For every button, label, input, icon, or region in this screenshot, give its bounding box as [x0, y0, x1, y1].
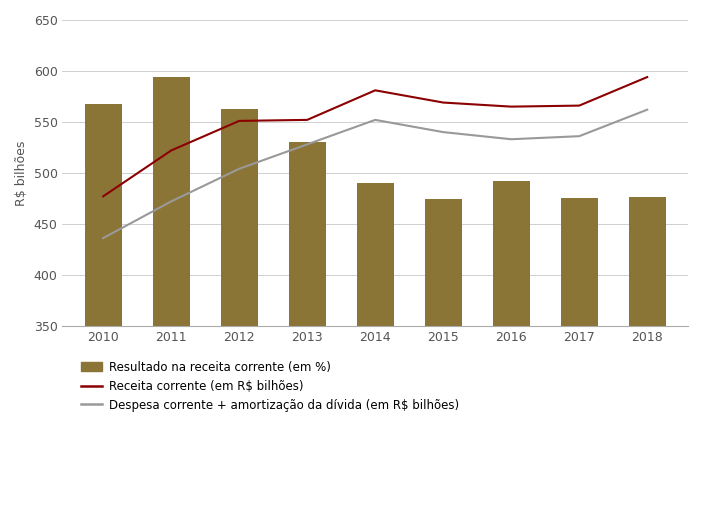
Bar	[288, 143, 326, 326]
Text: 5,7%: 5,7%	[506, 185, 516, 213]
Bar	[221, 108, 258, 326]
Text: 9,8%: 9,8%	[166, 81, 176, 110]
Bar	[628, 198, 666, 326]
Text: 8,8%: 8,8%	[98, 107, 108, 136]
Bar	[84, 104, 122, 326]
Bar	[493, 181, 530, 326]
Text: 7,3%: 7,3%	[302, 146, 312, 174]
Text: 8,6%: 8,6%	[234, 113, 244, 141]
Text: 5,6%: 5,6%	[370, 187, 380, 215]
Y-axis label: R$ bilhões: R$ bilhões	[15, 140, 28, 205]
Legend: Resultado na receita corrente (em %), Receita corrente (em R$ bilhões), Despesa : Resultado na receita corrente (em %), Re…	[81, 361, 459, 411]
Bar	[356, 183, 394, 326]
Text: 5,0%: 5,0%	[438, 203, 449, 232]
Bar	[153, 77, 190, 326]
Bar	[425, 199, 462, 326]
Text: 5,1%: 5,1%	[574, 202, 584, 231]
Text: 5,2%: 5,2%	[643, 201, 652, 230]
Bar	[560, 199, 598, 326]
